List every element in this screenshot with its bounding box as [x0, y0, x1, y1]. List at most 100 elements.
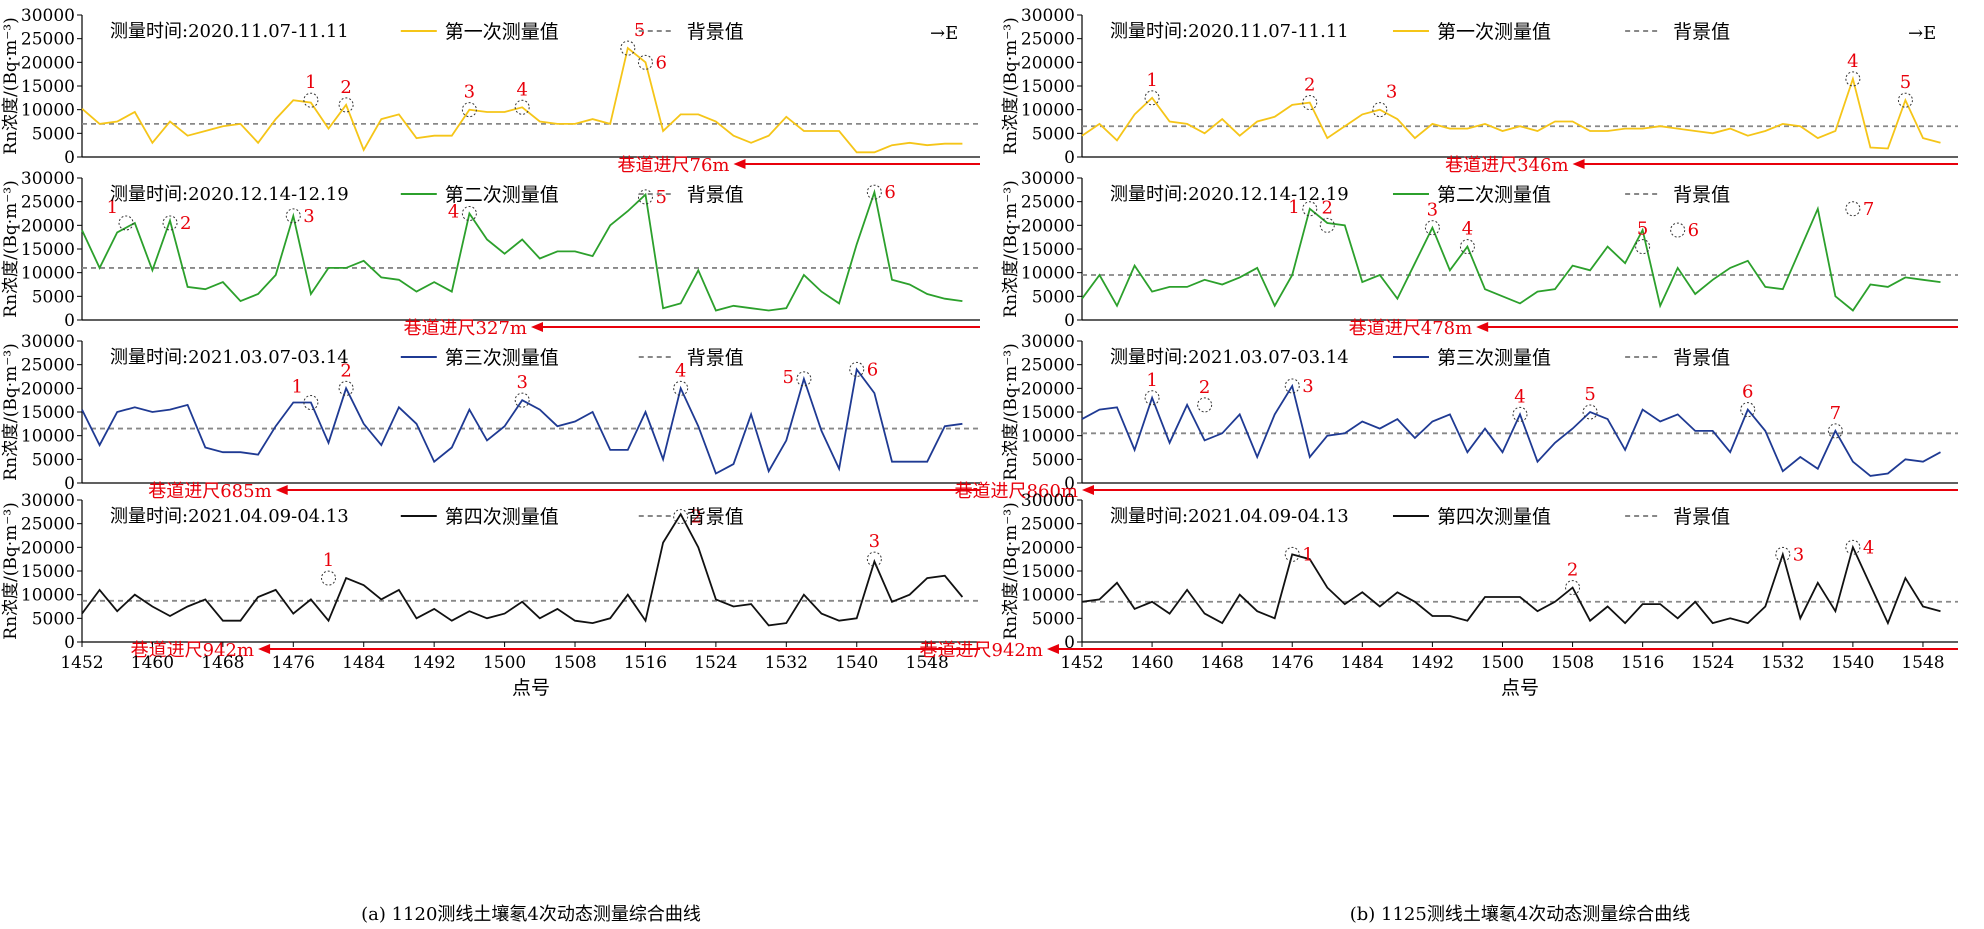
y-axis-label: Rn浓度/(Bq·m⁻³): [1, 343, 21, 480]
measurement-time-label: 测量时间:2021.03.07-03.14: [110, 347, 349, 368]
x-tick-label: 1532: [1761, 653, 1804, 673]
y-tick-label: 20000: [1021, 538, 1075, 558]
anomaly-marker-circle: [303, 395, 319, 411]
y-tick-label: 25000: [1021, 193, 1075, 213]
tunnel-arrow-head: [1082, 485, 1094, 495]
panel-a-2: 0 5000 10000 15000 20000 25000 30000Rn浓度/(Bq·m…: [1, 169, 980, 339]
anomaly-marker-label: 5: [655, 187, 666, 208]
series-line: [81, 46, 963, 154]
anomaly-marker-circle: [461, 102, 477, 118]
legend-background-name: 背景值: [687, 506, 744, 528]
y-axis-label: Rn浓度/(Bq·m⁻³): [1, 502, 21, 639]
anomaly-marker-circle: [1372, 102, 1388, 118]
panel-a-1: 0 5000 10000 15000 20000 25000 30000Rn浓度/(Bq·m…: [1, 6, 980, 176]
chart-a: 050001000015000200002500030000Rn浓度/(Bq·m…: [1, 6, 980, 925]
y-tick-label: 5000: [32, 609, 75, 629]
panel-b-1: 0 5000 10000 15000 20000 25000 30000Rn浓度/(Bq·m…: [1001, 6, 1958, 176]
anomaly-marker-circle: [1670, 222, 1686, 238]
y-tick-label: 30000: [21, 169, 75, 189]
anomaly-marker-circle: [1284, 546, 1300, 562]
legend-background-name: 背景值: [687, 347, 744, 369]
anomaly-marker-label: 2: [340, 77, 351, 98]
y-tick-label: 25000: [1021, 515, 1075, 535]
direction-indicator: →E: [930, 23, 958, 44]
anomaly-marker-label: 1: [1302, 544, 1313, 565]
anomaly-marker-circle: [866, 551, 882, 567]
tunnel-advance-label: 巷道进尺327m: [404, 318, 527, 339]
tunnel-arrow-head: [733, 159, 746, 169]
series-line: [1081, 75, 1941, 150]
y-tick-label: 25000: [21, 356, 75, 376]
x-tick-label: 1468: [201, 653, 244, 673]
y-axis-label: Rn浓度/(Bq·m⁻³): [1001, 180, 1021, 317]
tunnel-advance-label: 巷道进尺478m: [1349, 318, 1472, 339]
legend-background-name: 背景值: [1673, 347, 1730, 369]
anomaly-marker-label: 7: [1830, 403, 1841, 424]
y-axis-label: Rn浓度/(Bq·m⁻³): [1, 17, 21, 154]
measurement-time-label: 测量时间:2020.12.14-12.19: [1110, 184, 1349, 205]
chart-caption: (b) 1125测线土壤氡4次动态测量综合曲线: [1350, 904, 1691, 925]
x-tick-label: 1540: [1831, 653, 1874, 673]
y-tick-label: 0: [1064, 633, 1075, 653]
anomaly-marker-label: 2: [1304, 75, 1315, 96]
anomaly-marker-circle: [1775, 546, 1791, 562]
anomaly-marker-label: 2: [340, 360, 351, 381]
anomaly-marker-circle: [285, 208, 301, 224]
x-tick-label: 1524: [1691, 653, 1734, 673]
panel-a-4: 0 5000 10000 15000 20000 25000 30000Rn浓度/(Bq·m…: [1, 491, 980, 661]
x-tick-label: 1492: [1411, 653, 1454, 673]
anomaly-marker-circle: [1565, 580, 1581, 596]
y-tick-label: 25000: [1021, 30, 1075, 50]
y-tick-label: 5000: [1032, 287, 1075, 307]
anomaly-marker-label: 1: [323, 550, 334, 571]
y-tick-label: 20000: [21, 379, 75, 399]
tunnel-advance-label: 巷道进尺76m: [618, 155, 730, 176]
anomaly-marker-label: 4: [1847, 51, 1858, 72]
tunnel-arrow-head: [1572, 159, 1585, 169]
y-tick-label: 15000: [1021, 562, 1075, 582]
y-tick-label: 15000: [21, 562, 75, 582]
anomaly-marker-label: 6: [884, 182, 895, 203]
y-tick-label: 20000: [1021, 53, 1075, 73]
y-tick-label: 10000: [21, 264, 75, 284]
anomaly-marker-circle: [1897, 92, 1913, 108]
measurement-time-label: 测量时间:2021.03.07-03.14: [1110, 347, 1349, 368]
anomaly-marker-circle: [1319, 217, 1335, 233]
x-tick-label: 1460: [131, 653, 174, 673]
anomaly-marker-label: 1: [107, 197, 118, 218]
x-tick-label: 1540: [835, 653, 878, 673]
y-tick-label: 25000: [21, 30, 75, 50]
anomaly-marker-label: 3: [1793, 544, 1804, 565]
anomaly-marker-circle: [1144, 390, 1160, 406]
series-line: [81, 367, 963, 475]
series-line: [81, 512, 964, 627]
x-axis-label: 点号: [1501, 677, 1539, 699]
direction-indicator: →E: [1908, 23, 1936, 44]
anomaly-marker-label: 5: [782, 367, 793, 388]
y-tick-label: 30000: [21, 6, 75, 26]
measurement-time-label: 测量时间:2020.12.14-12.19: [110, 184, 349, 205]
y-tick-label: 10000: [21, 101, 75, 121]
anomaly-marker-label: 1: [1288, 197, 1299, 218]
anomaly-marker-circle: [849, 361, 865, 377]
anomaly-marker-label: 2: [180, 213, 191, 234]
y-tick-label: 30000: [1021, 332, 1075, 352]
tunnel-arrow-head: [1046, 644, 1059, 654]
anomaly-marker-circle: [620, 40, 636, 56]
tunnel-advance-label: 巷道进尺860m: [955, 481, 1078, 502]
anomaly-marker-label: 5: [1900, 72, 1911, 93]
anomaly-marker-label: 2: [1322, 197, 1333, 218]
anomaly-marker-label: 3: [303, 206, 314, 227]
anomaly-marker-label: 4: [1863, 537, 1874, 558]
x-tick-label: 1484: [342, 653, 385, 673]
x-tick-label: 1548: [1901, 653, 1944, 673]
y-tick-label: 25000: [21, 193, 75, 213]
tunnel-arrow-head: [258, 644, 271, 654]
y-tick-label: 5000: [32, 450, 75, 470]
panel-b-2: 0 5000 10000 15000 20000 25000 30000Rn浓度/(Bq·m…: [1001, 169, 1958, 339]
y-tick-label: 25000: [1021, 356, 1075, 376]
anomaly-marker-circle: [303, 92, 319, 108]
anomaly-marker-circle: [321, 570, 337, 586]
anomaly-marker-circle: [1845, 71, 1861, 87]
